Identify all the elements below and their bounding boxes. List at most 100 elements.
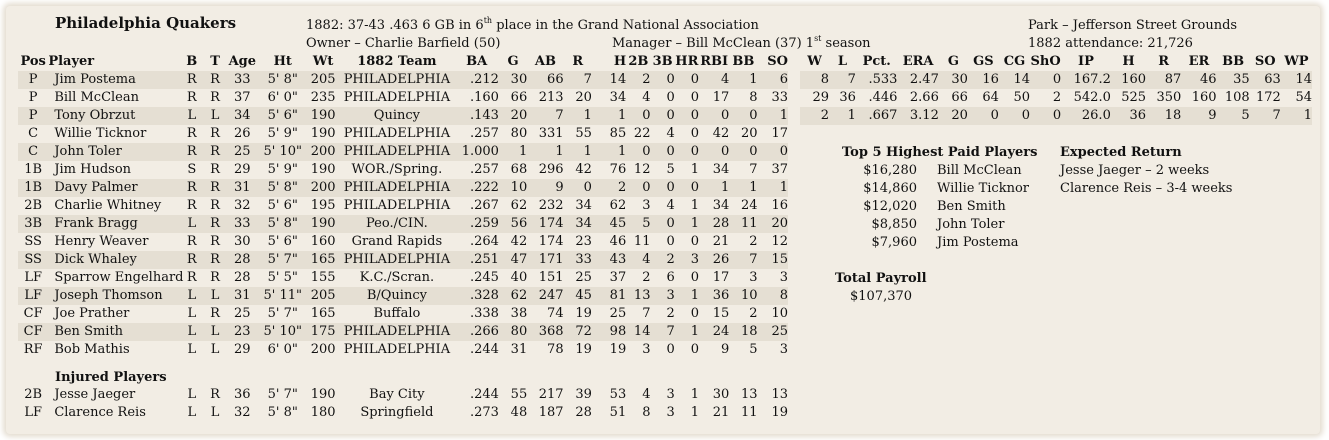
pitching-header-era: ERA (902, 54, 934, 69)
injured-cell-r: 28 (575, 405, 592, 420)
batting-cell-so: 12 (771, 234, 788, 249)
batting-cell-team: PHILADELPHIA (339, 71, 455, 89)
batting-cell-bats: R (179, 143, 204, 161)
batting-header-r: R (572, 54, 584, 69)
batting-cell-rbi: 34 (712, 198, 730, 213)
pitching-cell-era: 3.12 (897, 107, 939, 125)
batting-cell-ba: .259 (454, 215, 499, 233)
injured-cell-bats: L (187, 405, 197, 420)
batting-cell-bb: 0 (729, 107, 758, 125)
salary-value: $7,960 (871, 235, 918, 250)
batting-cell-hr: 0 (690, 342, 699, 357)
batting-cell-ab: 247 (527, 287, 564, 305)
batting-cell-bb: 20 (741, 126, 758, 141)
batting-header-bats: B (186, 54, 198, 69)
batting-cell-ab: 9 (527, 179, 564, 197)
batting-cell-2b: 5 (626, 215, 651, 233)
expected-return-row: Jesse Jaeger – 2 weeks (1060, 163, 1210, 178)
batting-cell-ab: 368 (527, 323, 564, 341)
batting-cell-r: 23 (575, 234, 592, 249)
batting-cell-ab: 331 (538, 126, 564, 141)
expected-return-row: Clarence Reis – 3-4 weeks (1060, 181, 1233, 196)
batting-cell-rbi: 17 (712, 270, 730, 285)
injured-cell-player: Jesse Jaeger (54, 387, 136, 402)
batting-cell-3b: 4 (666, 126, 675, 141)
batting-cell-2b: 12 (633, 162, 651, 177)
batting-cell-weight: 205 (306, 71, 340, 89)
team-name: Philadelphia Quakers (55, 14, 237, 32)
batting-cell-throws: R (203, 215, 227, 233)
batting-cell-bb: 10 (729, 287, 758, 305)
batting-header-3b: 3B (652, 54, 673, 69)
top-paid-title: Top 5 Highest Paid Players (842, 145, 1038, 160)
batting-cell-height: 5' 7" (258, 251, 307, 269)
pitching-cell-pct: .667 (855, 107, 898, 125)
batting-cell-3b: 0 (666, 234, 675, 249)
batting-cell-rbi: 0 (698, 143, 730, 161)
batting-cell-ba: .257 (469, 126, 499, 141)
batting-cell-bats: L (187, 306, 197, 321)
batting-cell-hr: 1 (690, 162, 699, 177)
batting-cell-ab: 296 (538, 162, 564, 177)
batting-cell-team: Buffalo (373, 306, 421, 321)
batting-cell-3b: 7 (650, 323, 675, 341)
batting-cell-bats: R (179, 251, 204, 269)
batting-cell-ba: .212 (454, 71, 499, 89)
batting-cell-age: 37 (234, 90, 251, 105)
injured-cell-team: Bay City (369, 387, 425, 402)
pitching-cell-r: 18 (1146, 107, 1182, 125)
batting-cell-g: 1 (498, 143, 528, 161)
batting-cell-h: 19 (609, 342, 627, 357)
batting-row: P Bill McClean R R 37 6' 0" 235 PHILADELPHIA .16… (18, 89, 788, 107)
batting-cell-ba: 1.000 (454, 143, 499, 161)
pitching-cell-g: 66 (951, 90, 968, 105)
injured-cell-team: Springfield (360, 405, 434, 420)
batting-cell-hr: 0 (674, 179, 699, 197)
batting-cell-2b: 13 (626, 287, 651, 305)
injured-cell-height: 5' 8" (267, 405, 298, 420)
pitching-cell-g: 30 (938, 71, 968, 89)
pitching-cell-so: 7 (1249, 107, 1281, 125)
batting-row: SS Henry Weaver R R 30 5' 6" 160 Grand Rapids .2… (18, 233, 788, 251)
pitching-cell-ip: 167.2 (1061, 71, 1111, 89)
batting-cell-age: 28 (234, 270, 251, 285)
batting-cell-height: 5' 8" (258, 71, 307, 89)
injured-cell-so: 13 (771, 387, 788, 402)
batting-cell-bats: R (179, 71, 204, 89)
batting-header-team: 1882 Team (357, 54, 437, 69)
salary-value: $16,280 (863, 163, 917, 178)
batting-cell-h: 2 (591, 179, 627, 197)
batting-cell-3b: 5 (666, 162, 675, 177)
batting-cell-player: Tony Obrzut (48, 107, 180, 125)
batting-cell-hr: 0 (690, 306, 699, 321)
salary-value: $8,850 (871, 217, 918, 232)
pitching-cell-r: 87 (1146, 71, 1182, 89)
batting-cell-h: 45 (591, 215, 627, 233)
batting-cell-team: PHILADELPHIA (339, 323, 455, 341)
batting-cell-player: Henry Weaver (54, 234, 149, 249)
batting-row: P Jim Postema R R 33 5' 8" 205 PHILADELPHIA .212… (18, 71, 788, 89)
batting-cell-rbi: 21 (712, 234, 730, 249)
batting-cell-3b: 4 (666, 198, 675, 213)
batting-cell-3b: 0 (666, 90, 675, 105)
batting-cell-g: 68 (510, 162, 528, 177)
batting-cell-throws: L (203, 107, 227, 125)
batting-cell-g: 40 (510, 270, 528, 285)
batting-cell-g: 38 (510, 306, 528, 321)
batting-cell-pos: RF (23, 342, 43, 357)
batting-cell-player: Sparrow Engelhard (54, 270, 184, 285)
batting-cell-bb: 24 (741, 198, 758, 213)
batting-cell-hr: 0 (690, 234, 699, 249)
batting-cell-bb: 2 (749, 234, 758, 249)
batting-cell-weight: 200 (310, 342, 336, 357)
pitching-cell-so: 172 (1255, 90, 1281, 105)
batting-cell-so: 15 (757, 251, 788, 269)
batting-cell-player: Charlie Whitney (54, 198, 162, 213)
paid-player-name: John Toler (937, 217, 1005, 232)
batting-cell-pos: 1B (18, 179, 49, 197)
batting-cell-throws: L (203, 323, 227, 341)
batting-cell-so: 10 (771, 306, 788, 321)
pitching-cell-gs: 64 (982, 90, 999, 105)
batting-cell-rbi: 34 (712, 162, 730, 177)
pitching-header-r: R (1158, 54, 1170, 69)
